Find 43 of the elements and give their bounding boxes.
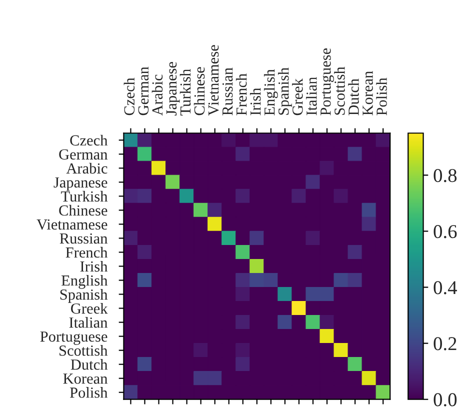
x-tick-label: Vietnamese — [208, 45, 219, 116]
x-tick-label: Spanish — [278, 68, 292, 115]
y-tick-label: Dutch — [70, 359, 108, 370]
y-tick-label: Spanish — [60, 288, 108, 303]
x-tick-label: Greek — [292, 78, 303, 116]
x-tick-label: Chinese — [194, 67, 205, 116]
x-tick-label: Dutch — [348, 78, 359, 116]
y-tick-label: Polish — [70, 387, 108, 398]
y-tick-label: French — [66, 246, 108, 258]
x-tick-label: Czech — [124, 78, 135, 116]
y-tick-label: Turkish — [61, 190, 108, 202]
x-tick-label: French — [236, 74, 247, 116]
y-tick-label: Portuguese — [40, 332, 108, 345]
x-tick-label: Arabic — [152, 74, 163, 116]
color-bar-label: 0.6 — [434, 225, 457, 238]
x-tick-label: Italian — [306, 76, 317, 116]
y-tick-label: Russian — [60, 233, 108, 244]
y-tick-label: Italian — [69, 316, 108, 328]
y-tick-label: Chinese — [59, 204, 108, 216]
y-tick-label: Vietnamese — [36, 219, 108, 230]
x-tick-label: Russian — [222, 68, 233, 116]
y-tick-label: Japanese — [54, 177, 108, 191]
y-tick-label: German — [59, 149, 108, 160]
y-tick-label: Czech — [70, 134, 108, 146]
x-tick-label: Scottish — [334, 66, 345, 115]
y-tick-label: Greek — [71, 302, 108, 314]
x-tick-label: Japanese — [166, 62, 180, 116]
x-tick-label: English — [264, 69, 278, 116]
color-bar-label: 0.8 — [434, 168, 457, 182]
y-tick-label: Scottish — [60, 345, 108, 356]
y-tick-label: Arabic — [66, 162, 108, 174]
x-tick-label: Polish — [376, 78, 387, 116]
y-tick-label: Korean — [63, 374, 108, 384]
y-tick-label: English — [62, 274, 108, 289]
x-tick-label: Turkish — [180, 68, 191, 116]
x-tick-label: Korean — [362, 71, 373, 116]
color-bar-label: 0.2 — [434, 337, 456, 350]
x-tick-label: German — [138, 66, 149, 116]
y-tick-label: Irish — [80, 260, 108, 272]
x-tick-label: Irish — [250, 88, 261, 116]
color-bar-label: 0.4 — [434, 281, 458, 294]
x-tick-label: Portuguese — [320, 48, 334, 116]
color-bar-label: 0.0 — [434, 393, 457, 406]
